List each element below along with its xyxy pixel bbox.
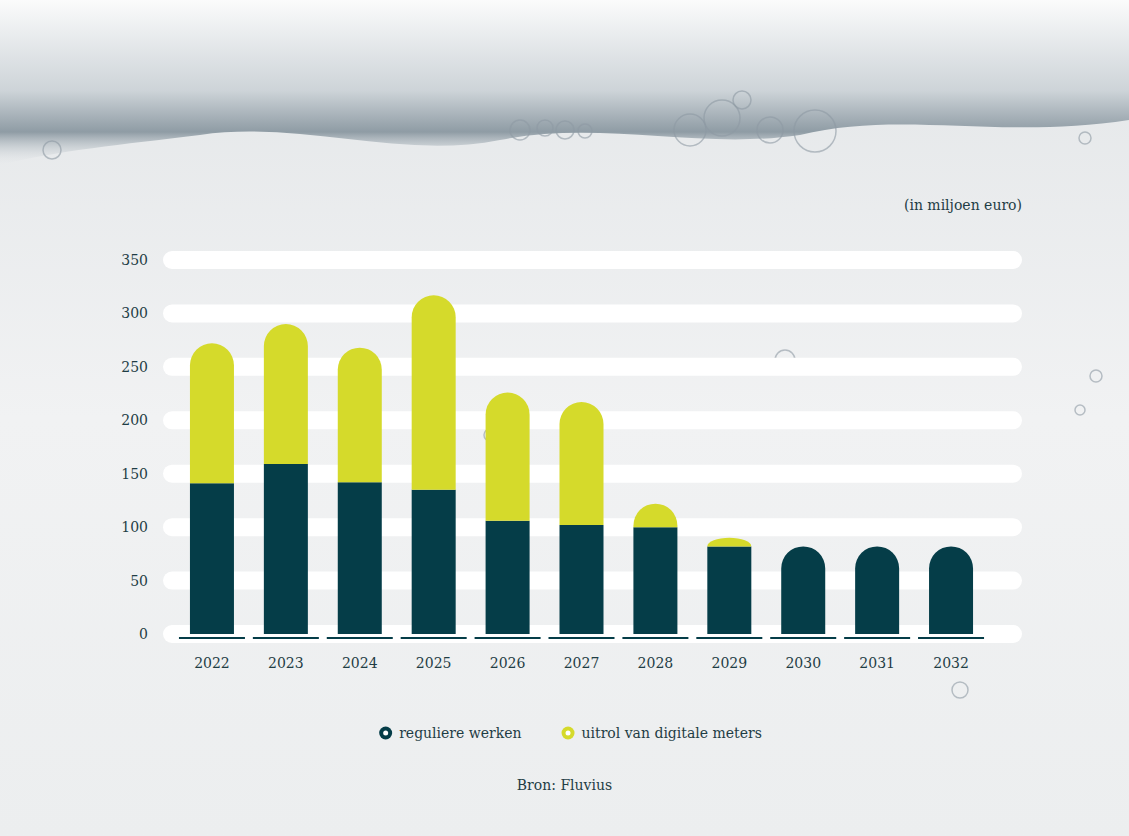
bar-segment <box>190 483 234 634</box>
bars <box>190 295 973 634</box>
baseline <box>401 637 467 639</box>
bar-segment <box>855 546 899 634</box>
x-tick-label: 2029 <box>711 655 747 671</box>
bubble <box>43 141 61 159</box>
bar-segment <box>633 504 677 528</box>
legend-marker <box>379 727 392 740</box>
y-tick-label: 50 <box>130 573 148 589</box>
x-tick-label: 2030 <box>785 655 821 671</box>
legend-label: reguliere werken <box>399 725 521 741</box>
x-tick-label: 2024 <box>342 655 378 671</box>
baseline <box>770 637 836 639</box>
x-tick-label: 2031 <box>859 655 895 671</box>
bar-segment <box>707 546 751 634</box>
bubble <box>733 91 751 109</box>
bar-segment <box>264 324 308 464</box>
x-tick-label: 2032 <box>933 655 969 671</box>
background <box>0 0 1129 836</box>
baseline <box>327 637 393 639</box>
baseline <box>844 637 910 639</box>
x-tick-label: 2026 <box>490 655 526 671</box>
legend: reguliere werken uitrol van digitale mete… <box>379 725 762 741</box>
grid-line <box>172 251 1013 269</box>
bar-segment <box>412 295 456 489</box>
x-tick-label: 2025 <box>416 655 452 671</box>
baseline <box>549 637 615 639</box>
x-tick-label: 2022 <box>194 655 230 671</box>
bar-segment <box>929 546 973 547</box>
bar-segment <box>633 527 677 634</box>
bubble <box>674 114 706 146</box>
bubble <box>510 120 530 140</box>
bubble <box>1075 405 1085 415</box>
legend-label: uitrol van digitale meters <box>582 725 762 741</box>
source: Bron: Fluvius <box>517 777 612 793</box>
y-tick-label: 100 <box>121 519 148 535</box>
bar-segment <box>781 546 825 634</box>
x-tick-label: 2027 <box>564 655 600 671</box>
bubble <box>1090 370 1102 382</box>
baseline <box>622 637 688 639</box>
y-tick-label: 200 <box>121 412 148 428</box>
bubble <box>952 682 968 698</box>
bar-segment <box>855 546 899 547</box>
bubble <box>537 120 553 136</box>
y-tick-label: 300 <box>121 305 148 321</box>
y-tick-label: 0 <box>139 626 148 642</box>
baseline <box>475 637 541 639</box>
bar-segment <box>338 348 382 483</box>
bar-segment <box>338 482 382 634</box>
bar-segment <box>486 393 530 521</box>
baseline <box>253 637 319 639</box>
bar-segment <box>412 490 456 634</box>
baseline <box>696 637 762 639</box>
bar-segment <box>560 402 604 525</box>
baseline <box>918 637 984 639</box>
grid-line <box>172 304 1013 322</box>
x-tick-label: 2028 <box>638 655 674 671</box>
y-axis-title: (in miljoen euro) <box>904 197 1022 213</box>
chart: 0 50 100 150 200 250 300 350 (in miljoen euro) 20… <box>0 0 1129 836</box>
bubble <box>578 124 592 138</box>
bubble <box>1079 132 1091 144</box>
bar-segment <box>560 525 604 634</box>
bar-segment <box>190 343 234 483</box>
y-tick-label: 150 <box>121 466 148 482</box>
baseline <box>179 637 245 639</box>
bar-segment <box>781 546 825 547</box>
bubble <box>556 121 574 139</box>
bubble <box>757 117 783 143</box>
x-tick-label: 2023 <box>268 655 304 671</box>
bar-segment <box>707 538 751 547</box>
y-tick-label: 350 <box>121 252 148 268</box>
bar-segment <box>264 464 308 634</box>
bar-segment <box>486 521 530 634</box>
bubble <box>794 110 836 152</box>
bar-segment <box>929 546 973 634</box>
y-tick-label: 250 <box>121 359 148 375</box>
water-surface <box>0 0 1129 165</box>
legend-marker <box>562 727 575 740</box>
